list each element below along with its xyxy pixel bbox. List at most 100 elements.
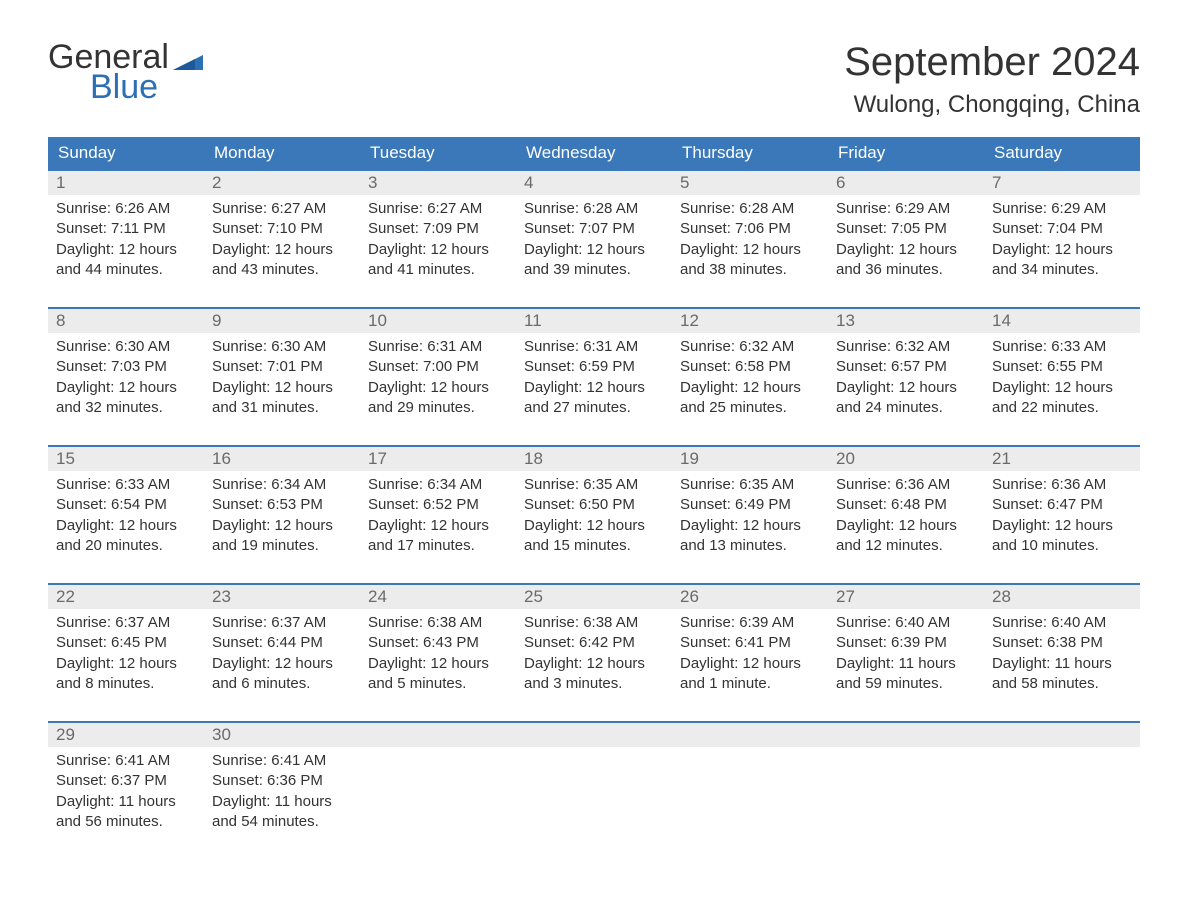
sunset-line: Sunset: 6:44 PM	[212, 633, 352, 653]
sunset-line: Sunset: 6:42 PM	[524, 633, 664, 653]
sunrise-line: Sunrise: 6:31 AM	[368, 337, 508, 357]
day-number: 14	[984, 309, 1140, 333]
sunrise-line: Sunrise: 6:28 AM	[524, 199, 664, 219]
day-cell: 20Sunrise: 6:36 AMSunset: 6:48 PMDayligh…	[828, 447, 984, 567]
day-number: 20	[828, 447, 984, 471]
day-cell: 25 Sunrise: 6:38 AMSunset: 6:42 PMDayligh…	[516, 585, 672, 705]
day-number: .	[516, 723, 672, 747]
daylight-line: Daylight: 12 hours and 13 minutes.	[680, 516, 820, 557]
day-body: Sunrise: 6:28 AMSunset: 7:07 PMDaylight:…	[516, 195, 672, 288]
weekday-header: Friday	[828, 137, 984, 169]
day-cell: 16Sunrise: 6:34 AMSunset: 6:53 PMDayligh…	[204, 447, 360, 567]
day-body: Sunrise: 6:29 AMSunset: 7:04 PMDaylight:…	[984, 195, 1140, 288]
sunset-line: Sunset: 6:37 PM	[56, 771, 196, 791]
daylight-line: Daylight: 12 hours and 5 minutes.	[368, 654, 508, 695]
daylight-line: Daylight: 12 hours and 24 minutes.	[836, 378, 976, 419]
day-number: 27	[828, 585, 984, 609]
day-number: 28	[984, 585, 1140, 609]
day-cell: 18Sunrise: 6:35 AMSunset: 6:50 PMDayligh…	[516, 447, 672, 567]
day-body: Sunrise: 6:28 AMSunset: 7:06 PMDaylight:…	[672, 195, 828, 288]
day-number: 19	[672, 447, 828, 471]
day-cell: 7Sunrise: 6:29 AMSunset: 7:04 PMDaylight…	[984, 171, 1140, 291]
day-cell: .	[828, 723, 984, 843]
title-block: September 2024 Wulong, Chongqing, China	[844, 40, 1140, 119]
day-number: .	[360, 723, 516, 747]
day-body: Sunrise: 6:26 AMSunset: 7:11 PMDaylight:…	[48, 195, 204, 288]
daylight-line: Daylight: 12 hours and 3 minutes.	[524, 654, 664, 695]
day-number: .	[672, 723, 828, 747]
sunrise-line: Sunrise: 6:35 AM	[524, 475, 664, 495]
sunset-line: Sunset: 6:36 PM	[212, 771, 352, 791]
day-cell: 14Sunrise: 6:33 AMSunset: 6:55 PMDayligh…	[984, 309, 1140, 429]
day-cell: 10Sunrise: 6:31 AMSunset: 7:00 PMDayligh…	[360, 309, 516, 429]
weekday-header: Thursday	[672, 137, 828, 169]
sunrise-line: Sunrise: 6:29 AM	[992, 199, 1132, 219]
day-body: Sunrise: 6:41 AMSunset: 6:36 PMDaylight:…	[204, 747, 360, 840]
day-cell: 22Sunrise: 6:37 AMSunset: 6:45 PMDayligh…	[48, 585, 204, 705]
sunset-line: Sunset: 6:45 PM	[56, 633, 196, 653]
week-row: 1Sunrise: 6:26 AMSunset: 7:11 PMDaylight…	[48, 169, 1140, 291]
sunset-line: Sunset: 6:54 PM	[56, 495, 196, 515]
sunrise-line: Sunrise: 6:32 AM	[680, 337, 820, 357]
day-body: Sunrise: 6:34 AMSunset: 6:53 PMDaylight:…	[204, 471, 360, 564]
month-title: September 2024	[844, 40, 1140, 85]
daylight-line: Daylight: 12 hours and 41 minutes.	[368, 240, 508, 281]
day-body: Sunrise: 6:35 AMSunset: 6:50 PMDaylight:…	[516, 471, 672, 564]
daylight-line: Daylight: 12 hours and 44 minutes.	[56, 240, 196, 281]
day-body: Sunrise: 6:30 AMSunset: 7:03 PMDaylight:…	[48, 333, 204, 426]
daylight-line: Daylight: 11 hours and 56 minutes.	[56, 792, 196, 833]
sunset-line: Sunset: 6:59 PM	[524, 357, 664, 377]
daylight-line: Daylight: 12 hours and 29 minutes.	[368, 378, 508, 419]
day-number: 29	[48, 723, 204, 747]
daylight-line: Daylight: 12 hours and 34 minutes.	[992, 240, 1132, 281]
day-body: Sunrise: 6:29 AMSunset: 7:05 PMDaylight:…	[828, 195, 984, 288]
daylight-line: Daylight: 12 hours and 27 minutes.	[524, 378, 664, 419]
sunset-line: Sunset: 6:58 PM	[680, 357, 820, 377]
daylight-line: Daylight: 12 hours and 31 minutes.	[212, 378, 352, 419]
daylight-line: Daylight: 12 hours and 12 minutes.	[836, 516, 976, 557]
sunset-line: Sunset: 6:47 PM	[992, 495, 1132, 515]
day-cell: 21Sunrise: 6:36 AMSunset: 6:47 PMDayligh…	[984, 447, 1140, 567]
sunset-line: Sunset: 7:06 PM	[680, 219, 820, 239]
day-number: 18	[516, 447, 672, 471]
sunrise-line: Sunrise: 6:27 AM	[368, 199, 508, 219]
day-number: 24	[360, 585, 516, 609]
weekday-header: Sunday	[48, 137, 204, 169]
day-cell: .	[984, 723, 1140, 843]
weekday-header: Saturday	[984, 137, 1140, 169]
day-body: Sunrise: 6:41 AMSunset: 6:37 PMDaylight:…	[48, 747, 204, 840]
day-cell: 1Sunrise: 6:26 AMSunset: 7:11 PMDaylight…	[48, 171, 204, 291]
sunrise-line: Sunrise: 6:40 AM	[992, 613, 1132, 633]
sunset-line: Sunset: 6:49 PM	[680, 495, 820, 515]
day-body: Sunrise: 6:34 AMSunset: 6:52 PMDaylight:…	[360, 471, 516, 564]
sunset-line: Sunset: 7:04 PM	[992, 219, 1132, 239]
sunrise-line: Sunrise: 6:30 AM	[212, 337, 352, 357]
day-number: 3	[360, 171, 516, 195]
day-body: Sunrise: 6:33 AMSunset: 6:54 PMDaylight:…	[48, 471, 204, 564]
day-body: Sunrise: 6:30 AMSunset: 7:01 PMDaylight:…	[204, 333, 360, 426]
day-number: 10	[360, 309, 516, 333]
sunset-line: Sunset: 6:41 PM	[680, 633, 820, 653]
daylight-line: Daylight: 12 hours and 38 minutes.	[680, 240, 820, 281]
day-number: 25	[516, 585, 672, 609]
day-number: 22	[48, 585, 204, 609]
day-number: 2	[204, 171, 360, 195]
weekday-header-row: SundayMondayTuesdayWednesdayThursdayFrid…	[48, 137, 1140, 169]
day-cell: 15Sunrise: 6:33 AMSunset: 6:54 PMDayligh…	[48, 447, 204, 567]
sunrise-line: Sunrise: 6:41 AM	[56, 751, 196, 771]
daylight-line: Daylight: 12 hours and 6 minutes.	[212, 654, 352, 695]
day-number: 17	[360, 447, 516, 471]
day-cell: 17Sunrise: 6:34 AMSunset: 6:52 PMDayligh…	[360, 447, 516, 567]
day-body: Sunrise: 6:32 AMSunset: 6:58 PMDaylight:…	[672, 333, 828, 426]
sunrise-line: Sunrise: 6:38 AM	[524, 613, 664, 633]
sunrise-line: Sunrise: 6:38 AM	[368, 613, 508, 633]
day-number: 15	[48, 447, 204, 471]
sunrise-line: Sunrise: 6:39 AM	[680, 613, 820, 633]
day-cell: 8Sunrise: 6:30 AMSunset: 7:03 PMDaylight…	[48, 309, 204, 429]
day-cell: 11Sunrise: 6:31 AMSunset: 6:59 PMDayligh…	[516, 309, 672, 429]
sunset-line: Sunset: 6:57 PM	[836, 357, 976, 377]
day-cell: 13Sunrise: 6:32 AMSunset: 6:57 PMDayligh…	[828, 309, 984, 429]
daylight-line: Daylight: 12 hours and 36 minutes.	[836, 240, 976, 281]
sunrise-line: Sunrise: 6:41 AM	[212, 751, 352, 771]
weekday-header: Wednesday	[516, 137, 672, 169]
